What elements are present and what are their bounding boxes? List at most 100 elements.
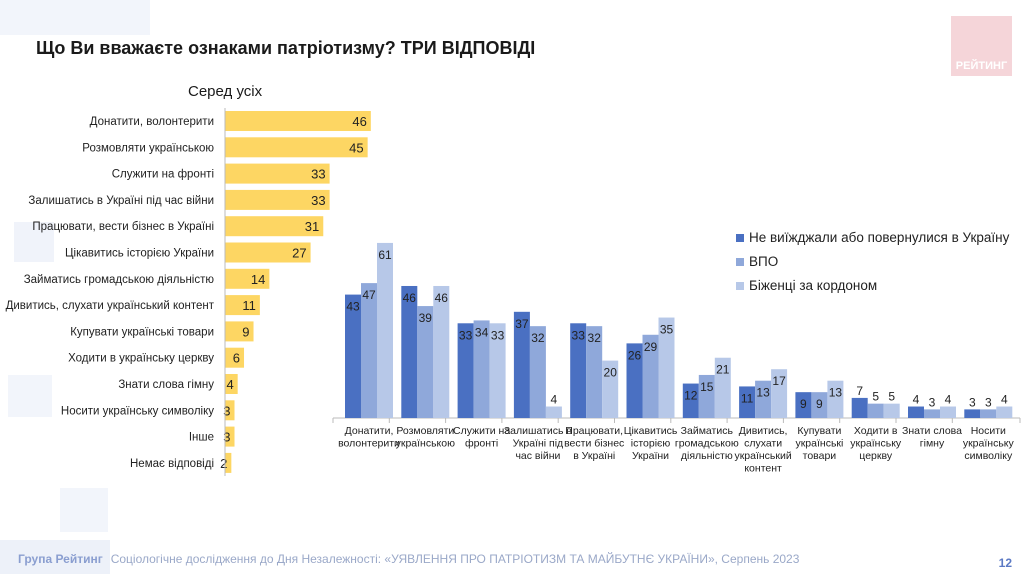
bar xyxy=(433,285,450,418)
category-label: Служити на фронті xyxy=(112,169,214,181)
data-label: 46 xyxy=(403,291,417,305)
bar xyxy=(626,343,643,418)
bar xyxy=(225,452,232,473)
data-label: 4 xyxy=(1001,393,1008,407)
category-label: Дивитись, слухати український контент xyxy=(734,425,791,475)
bar xyxy=(602,360,619,418)
legend-item: ВПО xyxy=(736,254,778,269)
legend-swatch xyxy=(736,258,744,266)
data-label: 13 xyxy=(829,386,843,400)
bar xyxy=(545,406,562,418)
data-label: 2 xyxy=(220,456,227,471)
category-label: Купувати українські товари xyxy=(795,425,843,462)
bar xyxy=(586,326,603,418)
data-label: 47 xyxy=(362,288,376,302)
data-label: 3 xyxy=(223,403,230,418)
legend-swatch xyxy=(736,234,744,242)
bar xyxy=(771,369,788,418)
bar xyxy=(883,403,900,418)
category-label: Немає відповіді xyxy=(130,458,214,470)
data-label: 11 xyxy=(741,391,754,405)
bar xyxy=(225,374,238,394)
bar xyxy=(225,189,330,210)
bar xyxy=(225,216,324,237)
data-label: 5 xyxy=(872,390,879,404)
bar xyxy=(795,392,812,418)
category-label: Розмовляти українською xyxy=(396,425,456,450)
footer-text: Соціологічне дослідження до Дня Незалежн… xyxy=(110,552,800,566)
data-label: 9 xyxy=(800,397,807,411)
bar xyxy=(908,406,924,418)
bar xyxy=(682,383,699,418)
page-number: 12 xyxy=(998,556,1012,570)
bar xyxy=(658,317,675,418)
decor xyxy=(0,0,150,35)
bar xyxy=(570,323,587,418)
category-label: Ходити в українську церкву xyxy=(850,425,902,462)
bar xyxy=(851,397,868,418)
legend-label: Біженці за кордоном xyxy=(749,278,878,293)
legend-label: ВПО xyxy=(749,254,779,269)
footer: Група Рейтинг Соціологічне дослідження до… xyxy=(18,552,799,566)
data-label: 29 xyxy=(644,340,658,354)
data-label: 46 xyxy=(435,291,449,305)
bar xyxy=(225,242,311,263)
data-label: 3 xyxy=(969,395,976,409)
category-label: Залишатись в Україні під час війни xyxy=(504,425,573,462)
decor xyxy=(14,222,54,262)
category-label: Працювати, вести бізнес в Україні xyxy=(564,425,624,462)
category-label: Носити українську символіку xyxy=(963,425,1015,462)
bar xyxy=(473,320,490,418)
bar xyxy=(225,137,368,158)
category-label: Дивитись, слухати український контент xyxy=(6,300,215,312)
bar xyxy=(225,347,245,368)
page-title: Що Ви вважаєте ознаками патріотизму? ТРИ… xyxy=(36,38,536,58)
data-label: 43 xyxy=(346,300,360,314)
bar xyxy=(755,380,772,418)
bar xyxy=(225,111,371,131)
legend-label: Не виїжджали або повернулися в Україну xyxy=(749,230,1010,245)
data-label: 31 xyxy=(305,219,319,234)
bar xyxy=(401,285,418,418)
decor xyxy=(0,540,110,574)
left-chart-title: Серед усіх xyxy=(188,83,263,100)
data-label: 4 xyxy=(945,393,952,407)
bar xyxy=(924,409,940,418)
bar xyxy=(361,283,377,418)
category-label: Ходити в українську церкву xyxy=(68,353,214,365)
category-label: Цікавитись історією України xyxy=(624,425,678,462)
category-label: Займатись громадською діяльністю xyxy=(675,425,739,462)
data-label: 3 xyxy=(929,395,936,409)
bar xyxy=(529,326,546,418)
data-label: 17 xyxy=(772,374,786,388)
data-label: 13 xyxy=(756,386,770,400)
data-label: 11 xyxy=(242,298,256,313)
data-label: 33 xyxy=(572,328,586,342)
data-label: 33 xyxy=(491,328,505,342)
data-label: 27 xyxy=(292,246,306,261)
data-label: 45 xyxy=(349,140,363,155)
bar xyxy=(739,386,756,418)
data-label: 61 xyxy=(378,248,392,262)
data-label: 9 xyxy=(242,324,249,339)
bar xyxy=(225,400,235,421)
data-label: 32 xyxy=(531,331,545,345)
data-label: 5 xyxy=(888,390,895,404)
bar xyxy=(642,334,659,418)
category-label: Купувати українські товари xyxy=(70,326,214,338)
data-label: 14 xyxy=(251,272,265,287)
category-label: Інше xyxy=(189,432,214,444)
data-label: 26 xyxy=(628,348,642,362)
category-label: Знати слова гімну xyxy=(902,425,962,450)
bar xyxy=(867,403,884,418)
data-label: 46 xyxy=(352,114,366,129)
data-label: 39 xyxy=(419,311,433,325)
category-label: Служити на фронті xyxy=(453,425,510,450)
data-label: 35 xyxy=(660,323,674,337)
bar xyxy=(225,268,270,289)
category-label: Носити українську символіку xyxy=(61,405,214,417)
footer-brand: Група Рейтинг xyxy=(18,552,103,566)
category-label: Цікавитись історією України xyxy=(65,248,214,260)
logo: РЕЙТИНГ xyxy=(951,16,1012,76)
bar xyxy=(489,323,506,418)
